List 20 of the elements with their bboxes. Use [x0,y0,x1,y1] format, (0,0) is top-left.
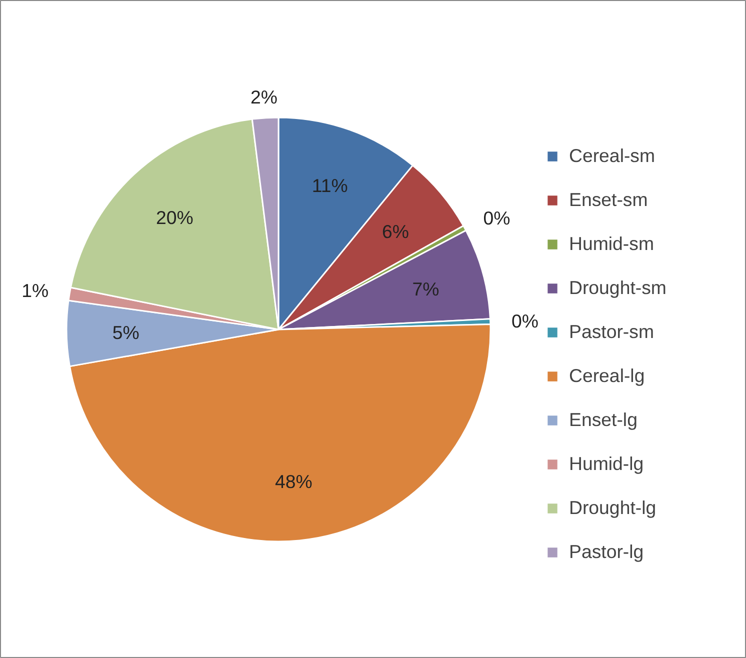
data-label: 20% [156,207,194,228]
data-label: 48% [275,470,312,492]
legend-label: Cereal-lg [569,365,645,387]
data-label: 2% [250,86,278,108]
legend-label: Enset-lg [569,409,638,431]
legend-label: Pastor-sm [569,321,654,343]
data-label: 0% [512,310,539,332]
data-label: 0% [483,207,510,228]
data-label: 6% [382,220,409,242]
data-label: 1% [22,280,49,301]
data-label: 11% [312,175,348,196]
legend-label: Pastor-lg [569,541,644,563]
legend-label: Cereal-sm [569,145,656,167]
legend-label: Humid-lg [569,453,644,475]
data-label: 5% [112,322,140,343]
legend-label: Enset-sm [569,189,648,211]
legend-label: Humid-sm [569,233,654,255]
legend-label: Drought-sm [569,277,666,299]
legend-label: Drought-lg [569,497,656,519]
data-label: 7% [412,278,440,300]
